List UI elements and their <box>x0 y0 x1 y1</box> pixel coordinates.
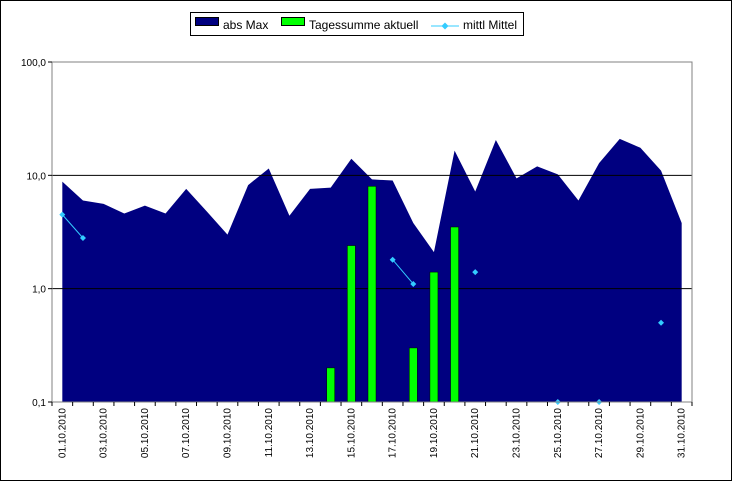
legend-label-tagessumme: Tagessumme aktuell <box>309 18 419 32</box>
legend-label-mittl-mittel: mittl Mittel <box>463 18 517 32</box>
legend-symbol-mittl-mittel <box>431 22 459 30</box>
legend-swatch-abs-max <box>195 17 219 26</box>
legend: abs Max Tagessumme aktuell mittl Mittel <box>190 12 524 36</box>
legend-label-abs-max: abs Max <box>223 18 269 32</box>
legend-swatch-tagessumme <box>281 17 305 26</box>
